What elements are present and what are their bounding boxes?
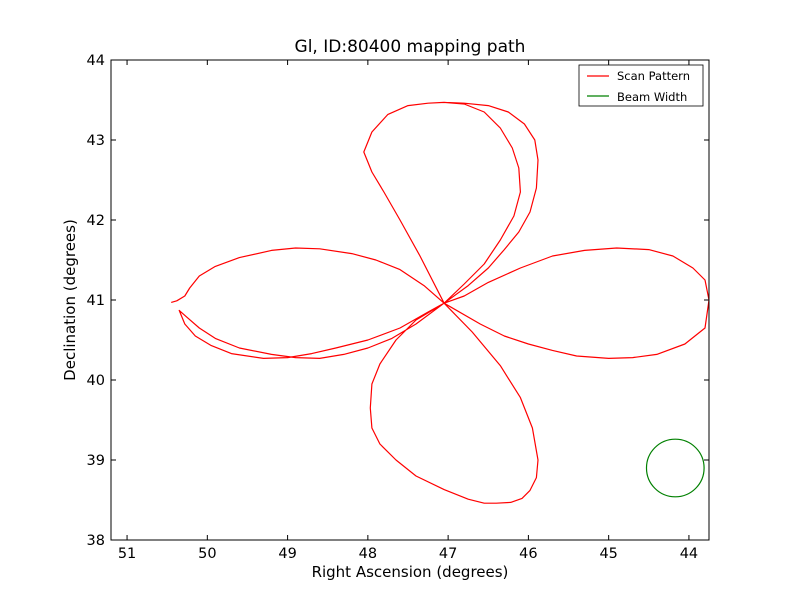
x-tick-label: 51 [118, 546, 136, 562]
x-tick-label: 47 [439, 546, 457, 562]
x-tick-label: 44 [680, 546, 698, 562]
x-tick-label: 46 [519, 546, 537, 562]
axes-frame [110, 59, 710, 541]
legend: Scan Pattern Beam Width [578, 64, 704, 107]
y-axis-label: Declination (degrees) [61, 219, 79, 381]
y-tick-label: 44 [87, 53, 105, 69]
x-tick-label: 48 [359, 546, 377, 562]
legend-label-scan: Scan Pattern [617, 69, 690, 83]
y-tick-label: 42 [87, 213, 105, 229]
chart-title: Gl, ID:80400 mapping path [295, 37, 526, 57]
scan-pattern-line [171, 101, 709, 504]
x-tick-label: 49 [278, 546, 296, 562]
x-ticks: 51 50 49 48 47 46 45 44 [118, 60, 698, 562]
y-ticks: 38 39 40 41 42 43 44 [87, 53, 709, 549]
beam-width-circle [645, 438, 705, 498]
plot-area [171, 101, 709, 504]
y-tick-label: 43 [87, 133, 105, 149]
legend-label-beam: Beam Width [617, 90, 687, 104]
x-tick-label: 45 [599, 546, 617, 562]
y-tick-label: 40 [87, 373, 105, 389]
y-tick-label: 38 [87, 533, 105, 549]
legend-box [578, 64, 704, 107]
x-axis-label: Right Ascension (degrees) [312, 563, 509, 581]
x-tick-label: 50 [198, 546, 216, 562]
y-tick-label: 41 [87, 293, 105, 309]
y-tick-label: 39 [87, 453, 105, 469]
